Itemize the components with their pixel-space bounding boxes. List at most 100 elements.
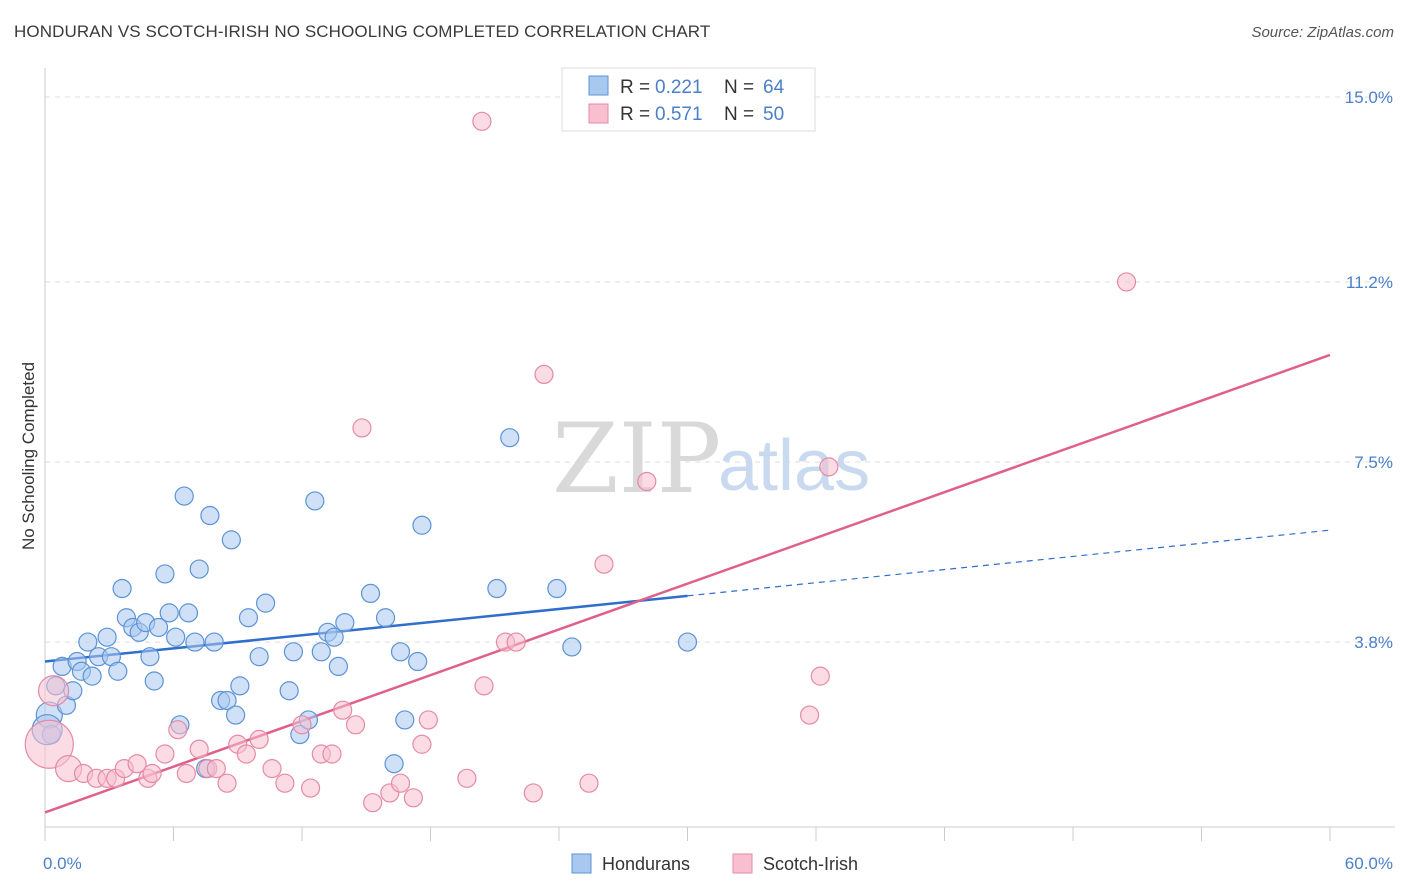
point-scotch-irish-27	[333, 700, 353, 720]
legend-swatch-scotch-irish	[732, 853, 753, 874]
watermark: ZIP atlas	[552, 403, 870, 515]
point-hondurans-29	[189, 559, 209, 579]
point-hondurans-52	[375, 608, 396, 628]
y-tick-label-1: 7.5%	[1354, 453, 1393, 472]
point-scotch-irish-48	[819, 457, 839, 477]
point-hondurans-48	[324, 627, 344, 647]
point-hondurans-49	[328, 656, 349, 677]
point-scotch-irish-16	[206, 758, 226, 779]
point-scotch-irish-26	[322, 744, 342, 764]
legend-n-value-2: 50	[763, 104, 784, 125]
point-hondurans-37	[230, 676, 250, 696]
data-points	[24, 111, 1137, 813]
point-scotch-irish-14	[189, 739, 209, 759]
point-hondurans-8	[78, 632, 98, 652]
point-hondurans-59	[500, 428, 520, 448]
correlation-legend: R = 0.221 N = 64 R = 0.571 N = 50	[561, 67, 816, 132]
legend-swatch-hondurans	[571, 853, 592, 874]
point-scotch-irish-41	[523, 783, 543, 803]
point-hondurans-41	[279, 681, 299, 701]
point-hondurans-26	[174, 486, 194, 506]
legend-r-label-1: R =	[620, 77, 650, 98]
chart-title: HONDURAN VS SCOTCH-IRISH NO SCHOOLING CO…	[14, 22, 711, 41]
point-hondurans-13	[108, 661, 128, 681]
point-hondurans-35	[221, 530, 241, 550]
legend-n-label-2: N =	[724, 104, 754, 125]
y-tick-labels: 3.8% 7.5% 11.2% 15.0%	[1345, 88, 1393, 652]
point-hondurans-46	[311, 642, 331, 662]
point-scotch-irish-22	[275, 773, 295, 793]
point-hondurans-32	[204, 632, 224, 652]
point-hondurans-40	[255, 593, 276, 613]
point-hondurans-56	[408, 651, 428, 672]
point-scotch-irish-49	[1116, 272, 1137, 292]
point-hondurans-54	[390, 642, 411, 662]
grid-lines	[45, 96, 1395, 643]
y-tick-label-3: 15.0%	[1345, 88, 1393, 107]
point-hondurans-51	[360, 583, 381, 604]
legend-label-hondurans: Hondurans	[602, 854, 690, 874]
point-scotch-irish-30	[363, 793, 383, 813]
point-scotch-irish-10	[142, 763, 162, 784]
point-scotch-irish-32	[390, 773, 411, 793]
legend-r-value-2: 0.571	[655, 104, 703, 125]
point-scotch-irish-37	[472, 111, 492, 131]
trend-line-hondurans-extension	[687, 529, 1331, 597]
point-scotch-irish-29	[352, 418, 372, 438]
point-hondurans-39	[249, 647, 269, 667]
point-scotch-irish-45	[637, 471, 657, 492]
point-hondurans-31	[200, 505, 220, 526]
point-scotch-irish-17	[217, 773, 237, 793]
source-label: Source: ZipAtlas.com	[1251, 24, 1394, 41]
point-hondurans-53	[384, 754, 404, 774]
point-hondurans-58	[487, 578, 507, 599]
watermark-zip: ZIP	[552, 403, 721, 515]
legend-n-value-1: 64	[763, 77, 785, 98]
legend-r-label-2: R =	[620, 104, 650, 125]
point-hondurans-24	[166, 627, 186, 647]
point-scotch-irish-24	[300, 778, 321, 798]
point-scotch-irish-46	[799, 705, 820, 725]
legend-n-label-1: N =	[724, 77, 754, 98]
y-axis-label: No Schooling Completed	[19, 362, 38, 550]
point-hondurans-9	[82, 666, 102, 686]
point-scotch-irish-44	[594, 554, 614, 574]
legend-r-value-1: 0.221	[655, 77, 703, 98]
point-scotch-irish-42	[534, 364, 554, 384]
point-scotch-irish-20	[249, 729, 269, 750]
point-scotch-irish-43	[579, 773, 599, 793]
y-tick-label-0: 3.8%	[1354, 633, 1393, 652]
legend-swatch-pink	[588, 103, 609, 124]
point-hondurans-60	[547, 578, 567, 599]
point-scotch-irish-33	[403, 788, 423, 808]
legend-swatch-blue	[588, 75, 609, 96]
watermark-atlas: atlas	[718, 426, 870, 506]
point-scotch-irish-21	[262, 758, 282, 779]
point-hondurans-14	[112, 578, 132, 599]
point-scotch-irish-13	[176, 763, 196, 784]
point-scotch-irish-36	[457, 768, 477, 788]
point-hondurans-21	[148, 617, 169, 638]
point-scotch-irish-28	[345, 715, 366, 735]
point-hondurans-20	[144, 671, 164, 691]
point-scotch-irish-19	[236, 744, 256, 764]
point-hondurans-34	[217, 690, 237, 711]
point-hondurans-22	[155, 564, 175, 584]
point-hondurans-27	[178, 603, 199, 623]
point-scotch-irish-34	[412, 734, 432, 754]
point-hondurans-19	[140, 647, 160, 667]
series-legend: Hondurans Scotch-Irish	[571, 853, 858, 874]
point-hondurans-36	[226, 705, 246, 725]
x-tick-label-end: 60.0%	[1345, 854, 1393, 873]
point-hondurans-57	[412, 515, 432, 535]
y-tick-label-2: 11.2%	[1346, 273, 1393, 292]
point-hondurans-55	[395, 710, 415, 730]
point-scotch-irish-1	[37, 675, 70, 707]
point-scotch-irish-11	[155, 744, 175, 764]
point-hondurans-38	[238, 608, 259, 628]
point-scotch-irish-38	[474, 676, 494, 696]
point-hondurans-61	[562, 637, 582, 657]
point-scotch-irish-35	[418, 710, 438, 730]
point-scotch-irish-23	[292, 715, 312, 735]
